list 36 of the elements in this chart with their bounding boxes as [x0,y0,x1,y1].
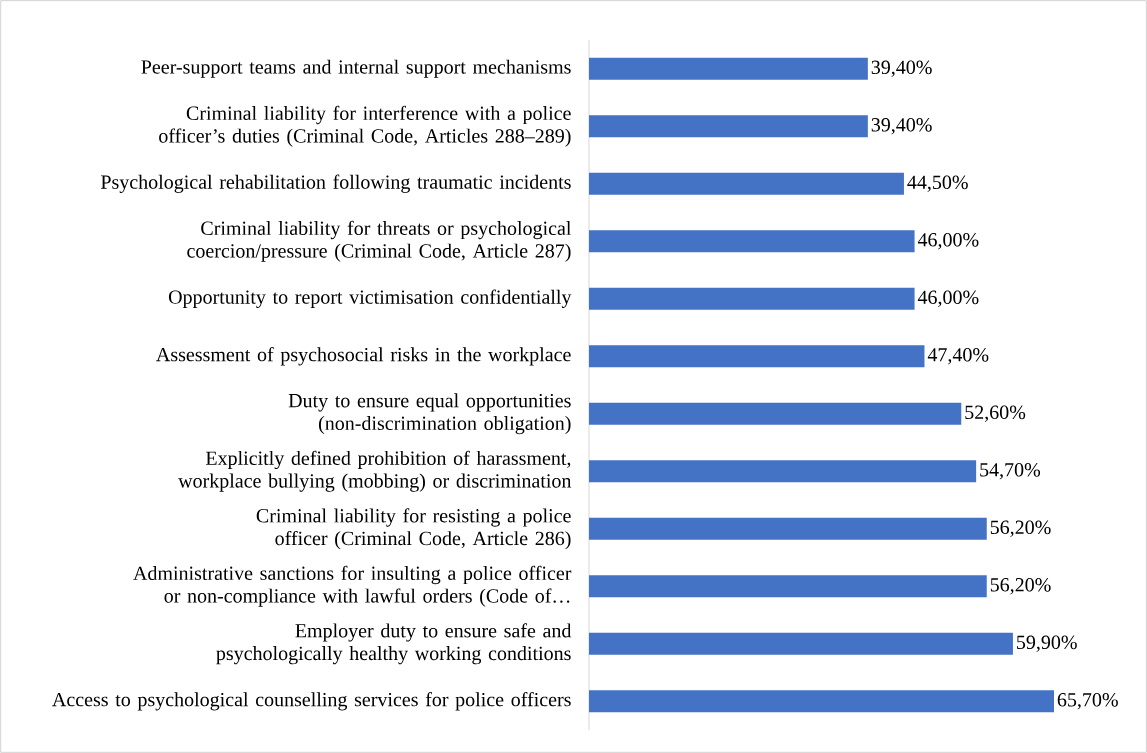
data-label: 46,00% [917,233,979,250]
data-label: 56,20% [990,520,1051,537]
y-tick-label: Explicitly defined prohibition of harassment, workplace bullying (mobbing) or discrimination [178,450,572,492]
data-label: 54,70% [980,463,1041,480]
data-label: 65,70% [1057,693,1118,710]
y-tick-label: Administrative sanctions for insulting a police officer or non-compliance with lawful orders (Code of… [133,565,572,607]
y-tick-label: Criminal liability for resisting a police officer (Criminal Code, Article 286) [256,508,571,550]
data-label: 46,00% [917,290,979,307]
data-label: 56,20% [990,578,1051,595]
bar [589,57,868,80]
bar [589,402,962,425]
bar [589,345,925,368]
y-tick-label: Duty to ensure equal opportunities (non-discrimination obligation) [288,393,571,435]
bar [589,575,987,598]
data-label: 59,90% [1017,635,1077,652]
data-label: 44,50% [907,175,968,192]
bar [589,632,1013,655]
bar [589,287,915,310]
bar [589,517,987,540]
y-tick-label: Criminal liability for threats or psychological coercion/pressure (Criminal Code, Article 287) [187,220,572,262]
y-tick-label: Employer duty to ensure safe and psychologically healthy working conditions [216,623,572,665]
data-label: 39,40% [871,60,932,77]
y-tick-label: Assessment of psychosocial risks in the workplace [156,347,571,366]
y-tick-label: Peer-support teams and internal support mechanisms [141,59,571,78]
bar [589,172,904,195]
data-label: 39,40% [871,118,932,135]
data-label: 52,60% [965,405,1026,422]
y-tick-label: Psychological rehabilitation following traumatic incidents [100,174,571,193]
bar [589,690,1054,713]
bar [589,230,915,253]
data-label: 47,40% [927,348,989,365]
bar [589,460,977,483]
y-tick-label: Criminal liability for interference with a police officer’s duties (Criminal Code, Articles 288–289) [159,105,571,147]
y-tick-label: Access to psychological counselling services for police officers [52,692,571,711]
bar [589,115,868,138]
y-tick-label: Opportunity to report victimisation confidentially [168,289,572,308]
